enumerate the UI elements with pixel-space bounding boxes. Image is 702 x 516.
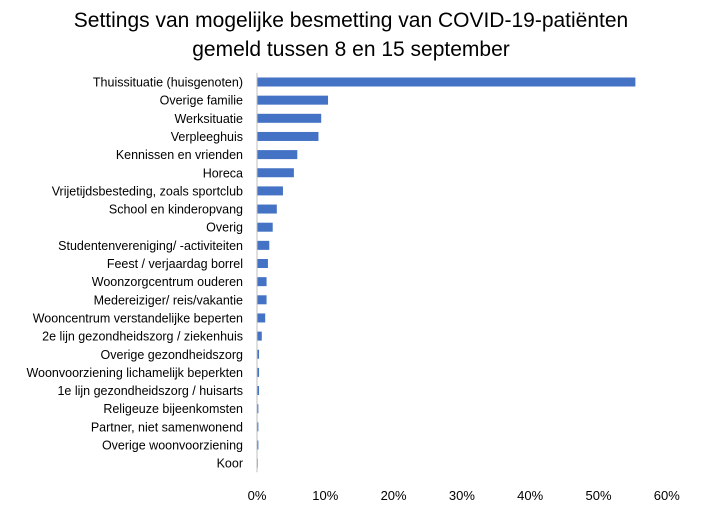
bar [257, 440, 259, 450]
chart-title: Settings van mogelijke besmetting van CO… [0, 6, 702, 64]
bar [257, 331, 262, 341]
category-label: Overige familie [160, 94, 243, 108]
category-label: Medereiziger/ reis/vakantie [94, 293, 243, 307]
category-label: Studentenvereniging/ -activiteiten [58, 239, 243, 253]
bar [257, 168, 294, 178]
category-label: 2e lijn gezondheidszorg / ziekenhuis [42, 330, 243, 344]
chart-title-line-1: Settings van mogelijke besmetting van CO… [73, 9, 629, 32]
bar [257, 422, 259, 432]
bar [257, 113, 322, 123]
x-tick-label: 50% [585, 488, 611, 503]
bar [257, 404, 259, 414]
category-label: 1e lijn gezondheidszorg / huisarts [57, 384, 243, 398]
category-label: Feest / verjaardag borrel [107, 257, 243, 271]
category-label: Partner, niet samenwonend [91, 420, 243, 434]
category-label: Overige gezondheidszorg [101, 348, 243, 362]
bar [257, 131, 319, 141]
bar [257, 77, 636, 87]
category-label: Wooncentrum verstandelijke beperten [33, 311, 243, 325]
bar [257, 222, 273, 232]
bar [257, 277, 267, 287]
category-label: Woonzorgcentrum ouderen [92, 275, 243, 289]
category-label: Koor [217, 457, 243, 471]
category-label: Werksituatie [174, 112, 243, 126]
bar [257, 204, 277, 214]
bar [257, 186, 283, 196]
bar [257, 150, 298, 160]
x-tick-label: 40% [517, 488, 543, 503]
bar [257, 349, 260, 359]
x-tick-label: 10% [312, 488, 338, 503]
bar [257, 386, 260, 396]
bar [257, 313, 266, 323]
category-label: Overige woonvoorziening [102, 439, 243, 453]
x-tick-label: 0% [248, 488, 267, 503]
bar [257, 367, 260, 377]
category-label: Woonvoorziening lichamelijk beperkten [26, 366, 243, 380]
category-label: Vrijetijdsbesteding, zoals sportclub [52, 184, 243, 198]
plot-area: Thuissituatie (huisgenoten) Overige famil… [26, 72, 680, 503]
bar [257, 259, 268, 268]
category-label: Horeca [203, 166, 243, 180]
category-label: Verpleeghuis [171, 130, 243, 144]
bar [257, 95, 329, 105]
category-label: Overig [206, 221, 243, 235]
category-label: Religeuze bijeenkomsten [103, 402, 243, 416]
x-tick-label: 60% [654, 488, 680, 503]
category-label: School en kinderopvang [109, 203, 243, 217]
bar [257, 240, 270, 250]
chart-title-line-2: gemeld tussen 8 en 15 september [192, 38, 510, 61]
x-tick-label: 30% [449, 488, 475, 503]
category-label: Thuissituatie (huisgenoten) [93, 76, 243, 90]
category-label: Kennissen en vrienden [116, 148, 243, 162]
bar [257, 295, 267, 305]
x-tick-label: 20% [381, 488, 407, 503]
